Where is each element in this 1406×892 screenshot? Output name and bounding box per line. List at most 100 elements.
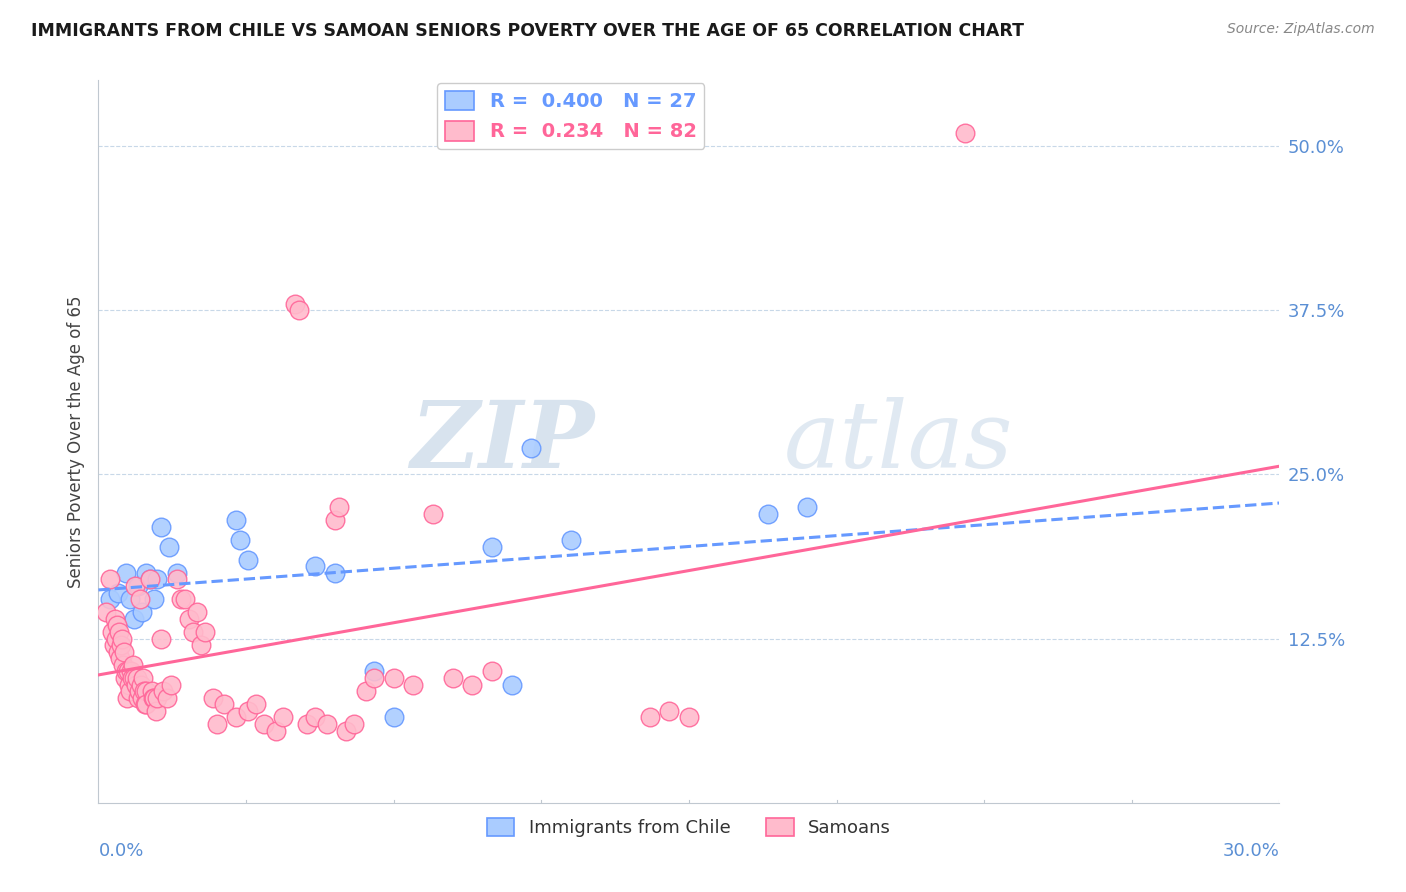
Point — [174, 592, 197, 607]
Point — [481, 540, 503, 554]
Text: 0.0%: 0.0% — [98, 842, 143, 860]
Point — [98, 592, 121, 607]
Point — [422, 507, 444, 521]
Point — [98, 573, 121, 587]
Point — [122, 657, 145, 672]
Point — [127, 579, 149, 593]
Point — [112, 645, 135, 659]
Point — [131, 690, 153, 705]
Point — [108, 651, 131, 665]
Point — [129, 677, 152, 691]
Point — [560, 533, 582, 547]
Point — [382, 710, 405, 724]
Point — [135, 698, 157, 712]
Point — [132, 684, 155, 698]
Point — [520, 441, 543, 455]
Point — [114, 671, 136, 685]
Point — [121, 671, 143, 685]
Point — [205, 717, 228, 731]
Point — [335, 723, 357, 738]
Point — [678, 710, 700, 724]
Point — [145, 704, 167, 718]
Point — [143, 690, 166, 705]
Point — [273, 710, 295, 724]
Point — [190, 638, 212, 652]
Point — [756, 507, 779, 521]
Point — [323, 566, 346, 580]
Point — [107, 585, 129, 599]
Point — [145, 690, 167, 705]
Point — [328, 500, 350, 515]
Point — [201, 690, 224, 705]
Point — [288, 303, 311, 318]
Legend: Immigrants from Chile, Samoans: Immigrants from Chile, Samoans — [479, 811, 898, 845]
Point — [363, 671, 385, 685]
Point — [236, 704, 259, 718]
Y-axis label: Seniors Poverty Over the Age of 65: Seniors Poverty Over the Age of 65 — [66, 295, 84, 588]
Text: 30.0%: 30.0% — [1223, 842, 1279, 860]
Point — [135, 684, 157, 698]
Point — [138, 573, 160, 587]
Point — [127, 690, 149, 705]
Point — [156, 690, 179, 705]
Point — [186, 605, 208, 619]
Point — [131, 671, 153, 685]
Point — [160, 677, 183, 691]
Text: atlas: atlas — [783, 397, 1012, 486]
Point — [111, 657, 134, 672]
Point — [138, 573, 160, 587]
Point — [284, 296, 307, 310]
Text: ZIP: ZIP — [411, 397, 595, 486]
Point — [96, 605, 118, 619]
Point — [402, 677, 425, 691]
Point — [304, 710, 326, 724]
Point — [115, 690, 138, 705]
Point — [128, 684, 150, 698]
Point — [315, 717, 337, 731]
Point — [111, 632, 134, 646]
Point — [658, 704, 681, 718]
Point — [117, 665, 139, 679]
Point — [166, 573, 188, 587]
Point — [157, 540, 180, 554]
Point — [796, 500, 818, 515]
Point — [103, 638, 125, 652]
Point — [214, 698, 236, 712]
Point — [441, 671, 464, 685]
Point — [295, 717, 318, 731]
Point — [225, 710, 247, 724]
Point — [101, 625, 124, 640]
Text: IMMIGRANTS FROM CHILE VS SAMOAN SENIORS POVERTY OVER THE AGE OF 65 CORRELATION C: IMMIGRANTS FROM CHILE VS SAMOAN SENIORS … — [31, 22, 1024, 40]
Point — [110, 638, 132, 652]
Point — [118, 684, 141, 698]
Point — [253, 717, 276, 731]
Point — [142, 690, 165, 705]
Point — [382, 671, 405, 685]
Point — [122, 612, 145, 626]
Point — [354, 684, 377, 698]
Point — [953, 126, 976, 140]
Point — [501, 677, 523, 691]
Point — [343, 717, 366, 731]
Point — [108, 625, 131, 640]
Point — [481, 665, 503, 679]
Point — [125, 677, 148, 691]
Point — [225, 513, 247, 527]
Point — [323, 513, 346, 527]
Point — [236, 553, 259, 567]
Point — [115, 665, 138, 679]
Point — [363, 665, 385, 679]
Point — [124, 579, 146, 593]
Point — [131, 605, 153, 619]
Point — [166, 566, 188, 580]
Point — [264, 723, 287, 738]
Point — [105, 618, 128, 632]
Point — [181, 625, 204, 640]
Point — [177, 612, 200, 626]
Point — [118, 677, 141, 691]
Point — [229, 533, 252, 547]
Point — [135, 566, 157, 580]
Point — [638, 710, 661, 724]
Point — [141, 684, 163, 698]
Point — [118, 592, 141, 607]
